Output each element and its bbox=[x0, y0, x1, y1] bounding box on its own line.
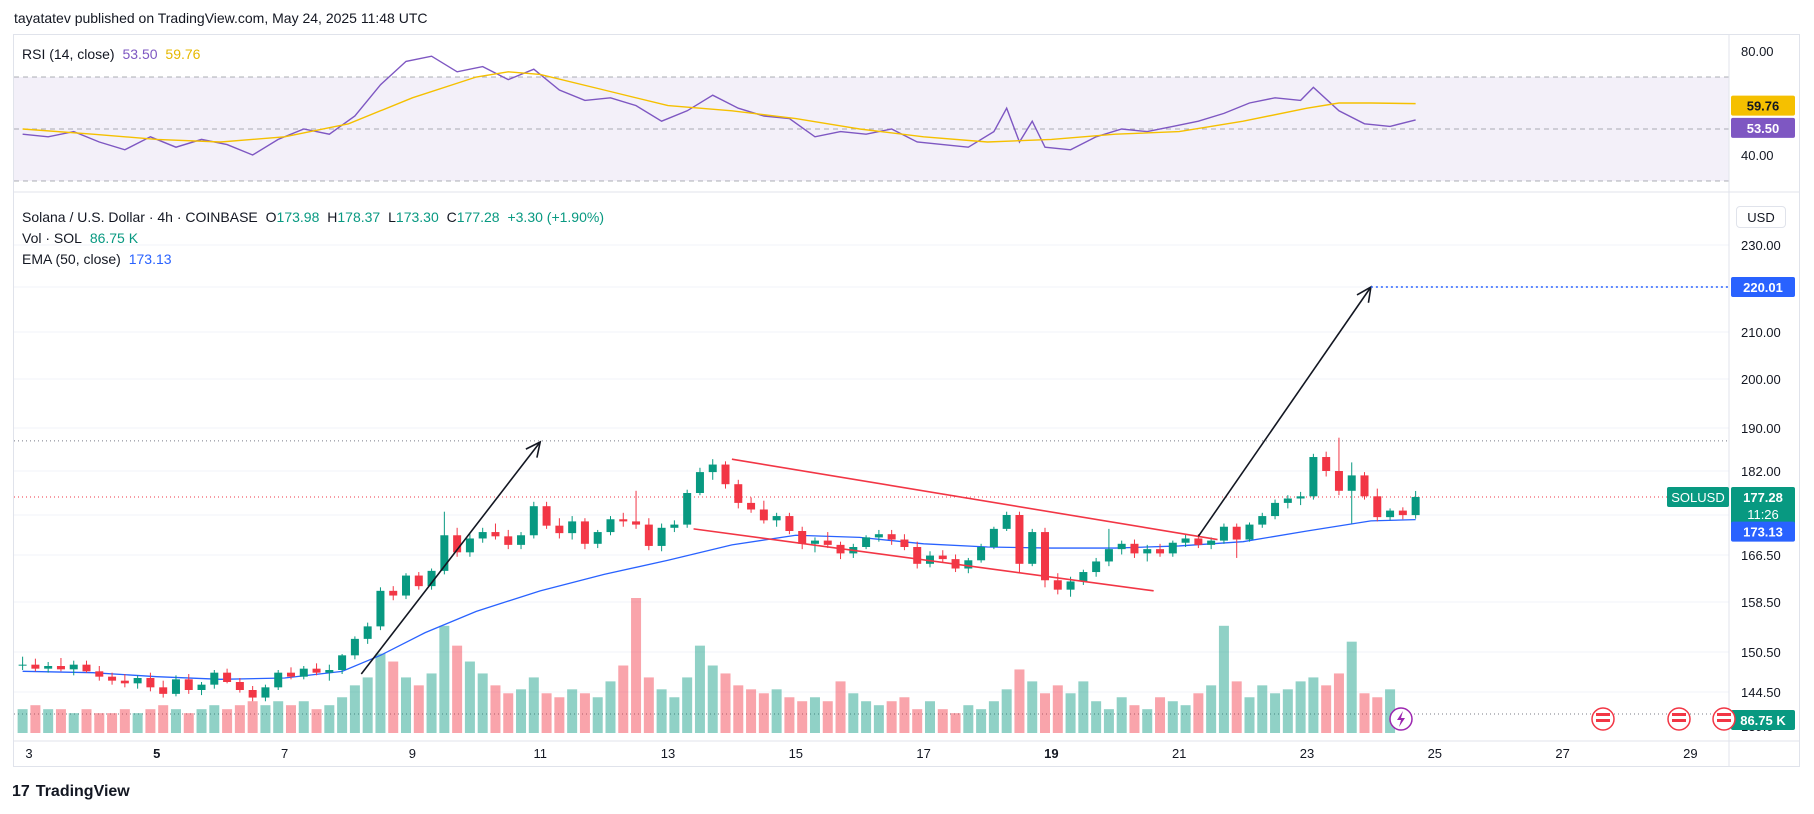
close-value: 177.28 bbox=[456, 209, 500, 225]
volume-legend-label: Vol · SOL bbox=[22, 230, 82, 246]
open-label: O bbox=[265, 209, 277, 225]
footer-brand: TradingView bbox=[35, 783, 130, 800]
symbol-label: Solana / U.S. Dollar · 4h · COINBASE bbox=[22, 209, 258, 225]
rsi-legend-value: 53.50 bbox=[122, 46, 158, 62]
price-legend[interactable]: Solana / U.S. Dollar · 4h · COINBASE O17… bbox=[22, 209, 608, 225]
change-value: +3.30 (+1.90%) bbox=[507, 209, 604, 225]
rsi-legend-label: RSI (14, close) bbox=[22, 46, 115, 62]
publish-info: tayatatev published on TradingView.com, … bbox=[14, 10, 428, 26]
high-value: 178.37 bbox=[337, 209, 381, 225]
volume-legend[interactable]: Vol · SOL 86.75 K bbox=[22, 230, 142, 246]
close-label: C bbox=[446, 209, 457, 225]
rsi-legend-ma-value: 59.76 bbox=[165, 46, 201, 62]
high-label: H bbox=[327, 209, 338, 225]
open-value: 173.98 bbox=[276, 209, 320, 225]
low-label: L bbox=[388, 209, 396, 225]
tradingview-logo-icon: 17 bbox=[12, 783, 30, 800]
ema-legend-value: 173.13 bbox=[128, 251, 172, 267]
ema-legend[interactable]: EMA (50, close) 173.13 bbox=[22, 251, 176, 267]
volume-legend-value: 86.75 K bbox=[89, 230, 139, 246]
ema-legend-label: EMA (50, close) bbox=[22, 251, 121, 267]
low-value: 173.30 bbox=[395, 209, 439, 225]
rsi-legend[interactable]: RSI (14, close) 53.50 59.76 bbox=[22, 46, 204, 62]
currency-button[interactable]: USD bbox=[1736, 206, 1786, 228]
chart-frame bbox=[13, 34, 1800, 767]
tradingview-footer[interactable]: 17 TradingView bbox=[12, 783, 130, 801]
